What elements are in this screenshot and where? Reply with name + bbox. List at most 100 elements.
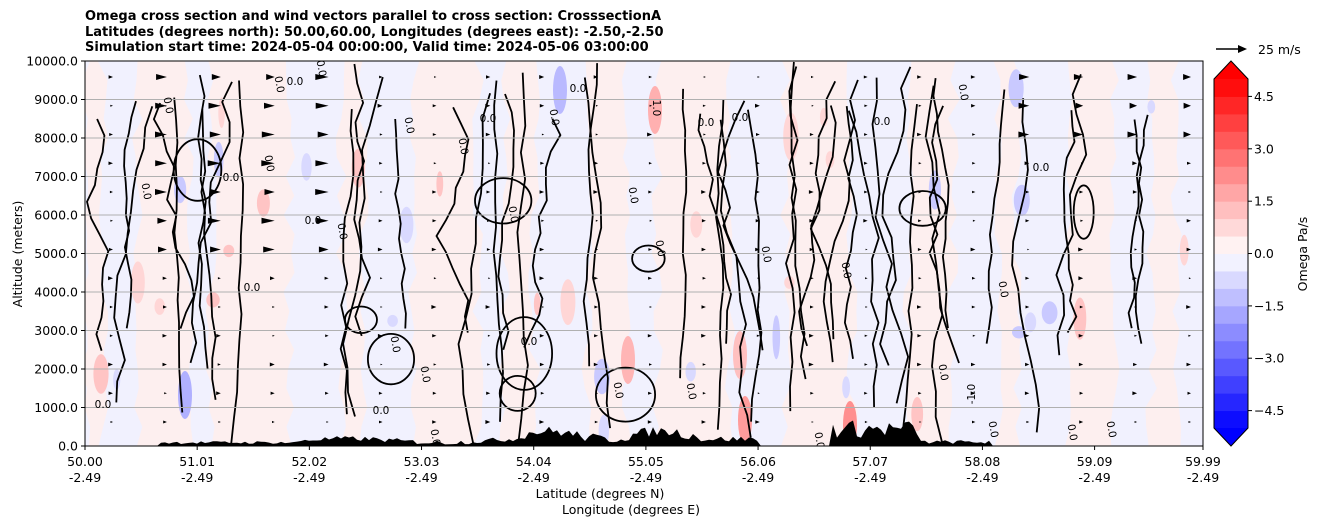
wind-vector (593, 190, 599, 194)
wind-vector (809, 161, 814, 165)
wind-vector (539, 362, 545, 367)
contour-label: 0.0 (986, 420, 1001, 439)
vector-key: 25 m/s (1216, 42, 1301, 57)
wind-vector (865, 306, 868, 308)
y-tick-label: 10000.0 (26, 54, 78, 69)
wind-vector (432, 420, 437, 424)
contour-label: 0.0 (956, 83, 971, 102)
x-tick-label-latitude: 50.00 (67, 454, 103, 469)
contour-label: 0.0 (936, 363, 951, 382)
wind-vector (972, 219, 976, 222)
wind-vector (702, 104, 706, 107)
wind-vector (209, 131, 221, 138)
wind-vector (218, 421, 221, 423)
wind-vector (811, 277, 814, 280)
wind-vector (108, 75, 113, 79)
wind-vector (970, 75, 976, 79)
colorbar-segment (1214, 96, 1248, 115)
wind-vector (431, 305, 437, 309)
contour-label: 0.0 (402, 116, 417, 135)
wind-vector (970, 391, 976, 396)
wind-vector (917, 132, 922, 137)
wind-vector (702, 276, 706, 280)
wind-vector (648, 190, 652, 194)
wind-vector (207, 160, 221, 167)
y-tick-label: 6000.0 (34, 208, 78, 223)
omega-cell (911, 396, 924, 432)
wind-vector (918, 104, 922, 107)
vector-key-label: 25 m/s (1258, 42, 1301, 57)
omega-cell (387, 314, 398, 327)
colorbar-tick-label: 3.0 (1254, 141, 1274, 156)
wind-vector (323, 362, 329, 367)
y-tick-label: 5000.0 (34, 246, 78, 261)
zero-contour (173, 97, 184, 413)
colorbar-tick-label: 4.5 (1254, 89, 1274, 104)
wind-vector (1081, 162, 1084, 165)
wind-vector (324, 305, 329, 309)
wind-vector (1127, 74, 1138, 80)
omega-field: 0.0 0.0 0.0 0.0 0.0 0.0 0.0 0.0 0.0 0.0 0.0 0.0 0.0 0… (85, 59, 1203, 450)
zero-contour (902, 103, 918, 427)
wind-vector (158, 246, 167, 253)
zero-contour-loop (495, 316, 553, 391)
omega-cell (206, 292, 220, 308)
wind-vector (1183, 102, 1191, 109)
wind-vector (755, 190, 760, 194)
wind-vector (539, 247, 545, 252)
zero-contour (928, 105, 960, 364)
contour-label: 0.0 (839, 261, 854, 280)
wind-vector (917, 248, 922, 251)
wind-vector (155, 131, 167, 138)
wind-vector (595, 392, 599, 395)
zero-contour-loop (474, 177, 533, 225)
contour-label: 0.0 (812, 431, 827, 450)
wind-vector (756, 133, 760, 136)
wind-vector (162, 362, 167, 367)
contour-label: 0.0 (521, 336, 538, 348)
wind-vector (702, 392, 706, 395)
zero-contour (719, 119, 752, 438)
contour-label: 0.0 (759, 245, 774, 264)
colorbar-tick-label: −3.0 (1254, 351, 1284, 366)
wind-vector (809, 333, 814, 338)
wind-vector (701, 333, 706, 338)
zero-contour-loop (631, 244, 666, 273)
colorbar-label: Omega Pa/s (1295, 217, 1310, 292)
wind-vector (649, 104, 652, 107)
wind-vector (108, 391, 113, 395)
wind-vector (1075, 102, 1084, 109)
title-line-3: Simulation start time: 2024-05-04 00:00:… (85, 40, 649, 55)
omega-cell (399, 206, 414, 244)
zero-contour (985, 89, 1006, 344)
wind-vector (380, 306, 383, 308)
wind-vector (808, 190, 814, 194)
wind-vector (110, 219, 113, 222)
wind-vector (648, 276, 652, 280)
contour-label: 0.0 (314, 59, 329, 78)
wind-vector (317, 131, 329, 138)
wind-vector (1079, 305, 1084, 309)
wind-vector (1025, 362, 1030, 367)
zero-contour-loop (898, 190, 947, 227)
contour-label: 0.0 (684, 382, 699, 401)
contour-label: 0.0 (626, 186, 641, 205)
wind-vector (593, 75, 599, 79)
zero-contour-loop (498, 374, 537, 412)
wind-vector (488, 162, 491, 165)
wind-vector (919, 421, 922, 423)
zero-contour (457, 92, 491, 445)
x-tick-label-latitude: 53.03 (404, 454, 440, 469)
wind-vector (431, 247, 437, 252)
zero-contour (789, 61, 807, 380)
wind-vector (377, 103, 383, 108)
wind-vector (811, 75, 814, 79)
omega-cell (685, 361, 696, 382)
wind-vector (326, 421, 329, 423)
colorbar-segment (1214, 253, 1248, 272)
omega-cell (1073, 297, 1087, 340)
wind-vector (594, 334, 599, 338)
wind-vector (864, 420, 868, 424)
y-tick-label: 3000.0 (34, 323, 78, 338)
wind-vector (163, 305, 167, 309)
